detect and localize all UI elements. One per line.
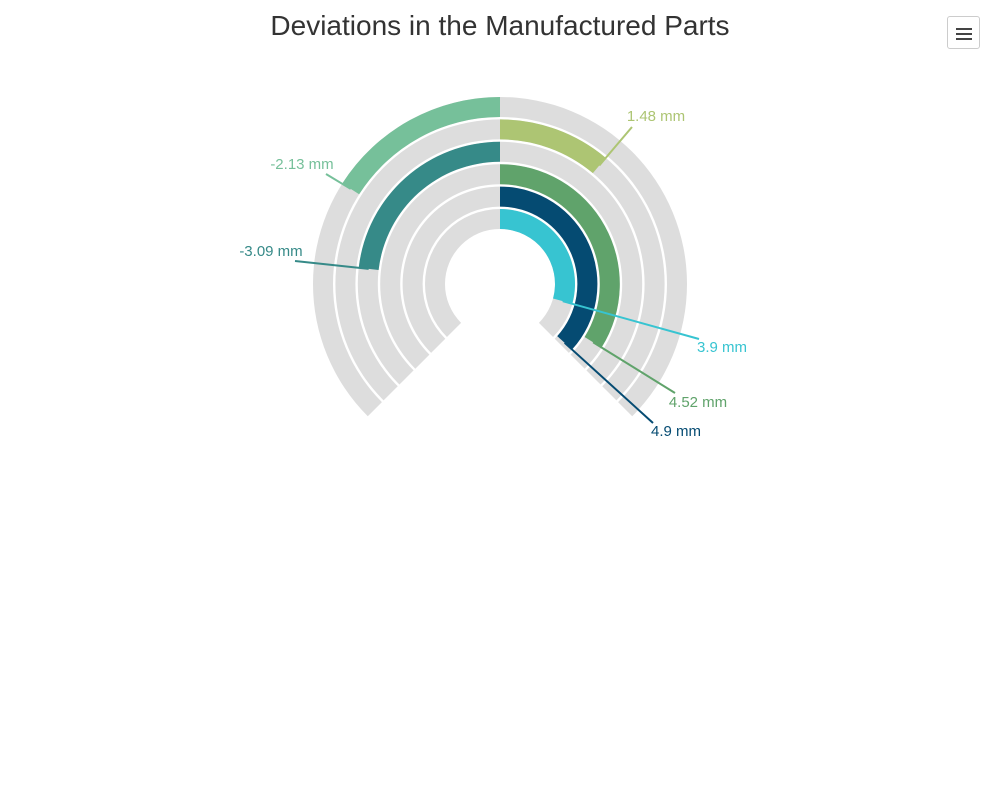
label-leader-line (563, 342, 654, 424)
data-label: -2.13 mm (270, 156, 333, 173)
ring-track (380, 164, 620, 369)
chart-menu-button[interactable] (947, 16, 980, 49)
label-leader-line (592, 341, 676, 394)
ring-track (312, 97, 687, 417)
chart-title: Deviations in the Manufactured Parts (270, 10, 730, 41)
value-arc[interactable] (500, 164, 620, 348)
hamburger-menu-icon (956, 28, 972, 30)
data-label: 4.52 mm (669, 394, 727, 411)
data-label: 1.48 mm (627, 108, 685, 125)
value-arc[interactable] (500, 209, 575, 304)
value-arc[interactable] (500, 186, 598, 350)
label-leader-line (294, 260, 369, 270)
data-label: -3.09 mm (239, 243, 302, 260)
label-leader-line (562, 300, 700, 340)
label-leader-line (598, 126, 633, 167)
data-label: 4.9 mm (651, 423, 701, 440)
value-arc[interactable] (358, 141, 500, 271)
label-leader-line (325, 173, 352, 190)
value-arc[interactable] (500, 119, 606, 174)
value-arc[interactable] (342, 97, 500, 195)
ring-track (335, 119, 665, 401)
data-label: 3.9 mm (697, 339, 747, 356)
ring-track (357, 141, 643, 385)
